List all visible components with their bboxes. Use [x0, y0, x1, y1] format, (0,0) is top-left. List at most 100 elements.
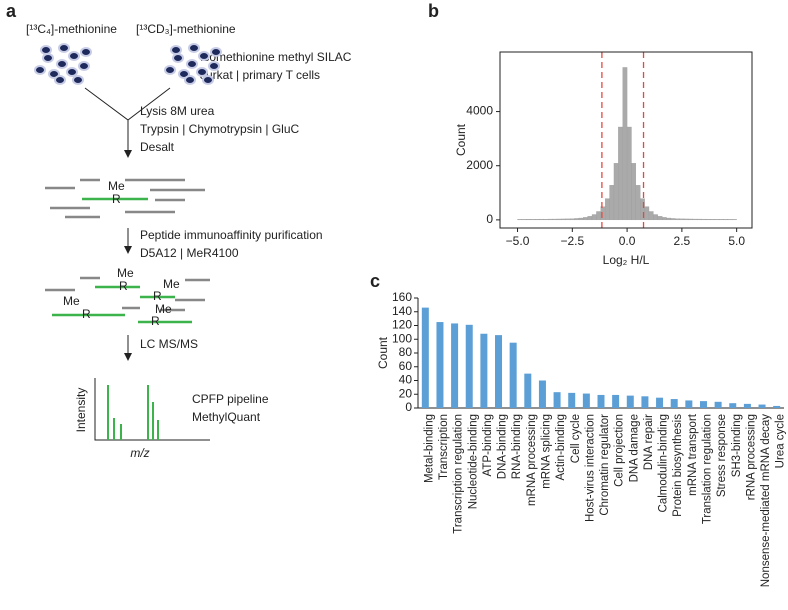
- bar: [635, 185, 641, 221]
- x-tick-label: Translation regulation: [702, 414, 714, 524]
- bar: [656, 397, 664, 408]
- bar: [613, 163, 619, 221]
- x-tick-label: DNA damage: [628, 414, 640, 482]
- arrowhead: [124, 353, 132, 361]
- bar: [538, 380, 546, 408]
- x-tick-label: Protein biosynthesis: [672, 414, 684, 517]
- bar: [743, 403, 751, 408]
- bar: [705, 218, 711, 221]
- x-tick-label: Nonsense-mediated mRNA decay: [760, 414, 772, 587]
- cell: [164, 65, 176, 75]
- bar: [587, 216, 593, 221]
- residue-text: R: [153, 289, 162, 303]
- cell: [188, 43, 200, 53]
- x-tick-label: Cell projection: [614, 414, 626, 487]
- bar: [556, 218, 562, 221]
- bar: [679, 218, 685, 221]
- x-tick-label: DNA repair: [643, 414, 655, 470]
- x-tick-label: Transcription: [438, 414, 450, 480]
- x-tick-label: Urea cycle: [775, 414, 787, 468]
- bar: [465, 324, 473, 408]
- bar: [583, 217, 588, 221]
- cell: [184, 75, 196, 85]
- bar: [626, 126, 632, 221]
- cell: [56, 59, 68, 69]
- step-text: Lysis 8M urea: [140, 104, 215, 118]
- y-tick-label: 100: [392, 331, 412, 345]
- bar: [729, 403, 737, 408]
- bar: [714, 401, 722, 408]
- cell: [58, 43, 70, 53]
- x-tick-label: Cell cycle: [570, 414, 582, 463]
- x-tick-label: Stress response: [716, 414, 728, 497]
- x-tick-label: −2.5: [560, 234, 584, 248]
- cell: [72, 75, 84, 85]
- y-tick-label: 40: [399, 373, 413, 387]
- cell: [54, 75, 66, 85]
- bar: [609, 185, 615, 221]
- bar: [517, 219, 523, 221]
- peptides: [45, 178, 205, 219]
- bar: [699, 401, 707, 408]
- panel-label: a: [6, 1, 17, 21]
- spectrum-ylabel: Intensity: [74, 388, 88, 433]
- mod-text: Me: [108, 179, 125, 193]
- bar: [688, 218, 693, 221]
- step-text: Desalt: [140, 140, 175, 154]
- cell: [196, 67, 208, 77]
- cell: [34, 65, 46, 75]
- cell: [202, 75, 214, 85]
- residue-text: R: [119, 279, 128, 293]
- x-tick-label: DNA-binding: [497, 414, 509, 479]
- x-tick-label: Transcription regulation: [453, 414, 465, 534]
- bar: [612, 394, 620, 408]
- bar: [421, 307, 429, 408]
- bar: [568, 392, 576, 408]
- bar: [685, 400, 693, 408]
- y-tick-label: 0: [405, 400, 412, 414]
- spectrum-peaks: [107, 385, 159, 440]
- mod-text: Me: [63, 294, 80, 308]
- panel-label: c: [370, 271, 380, 291]
- bar: [565, 218, 571, 221]
- bar: [436, 322, 444, 408]
- bar: [701, 218, 707, 221]
- x-tick-label: Calmodulin-binding: [658, 414, 670, 512]
- y-tick-label: 140: [392, 304, 412, 318]
- bar: [723, 219, 729, 221]
- cell: [42, 53, 54, 63]
- analysis-text: MethylQuant: [192, 410, 261, 424]
- bar: [509, 342, 517, 408]
- mod-text: Me: [163, 277, 180, 291]
- bar: [553, 392, 561, 408]
- bar: [495, 335, 503, 408]
- bar: [543, 218, 549, 221]
- x-tick-label: Metal-binding: [423, 414, 435, 483]
- x-tick-label: Host-virus interaction: [584, 414, 596, 522]
- bar: [574, 218, 580, 221]
- bar: [683, 218, 689, 221]
- y-tick-label: 0: [486, 212, 493, 226]
- y-tick-label: 4000: [466, 104, 493, 118]
- bar: [718, 219, 724, 221]
- enriched-peptides: [45, 276, 210, 324]
- cell: [210, 47, 222, 57]
- bar: [727, 219, 733, 221]
- y-tick-label: 120: [392, 318, 412, 332]
- arrowhead: [124, 246, 132, 254]
- x-tick-label: −5.0: [506, 234, 530, 248]
- plot-frame: [499, 51, 753, 229]
- bar: [644, 206, 650, 221]
- bar: [582, 393, 590, 408]
- arrowhead: [124, 150, 132, 158]
- bar: [552, 218, 558, 221]
- bar: [657, 216, 663, 221]
- x-tick-label: mRNA splicing: [540, 414, 552, 489]
- bar: [641, 396, 649, 408]
- cell: [186, 59, 198, 69]
- bar: [653, 214, 658, 221]
- cells: [34, 43, 222, 85]
- residue-text: R: [112, 192, 121, 206]
- spectrum-axes: [94, 378, 210, 441]
